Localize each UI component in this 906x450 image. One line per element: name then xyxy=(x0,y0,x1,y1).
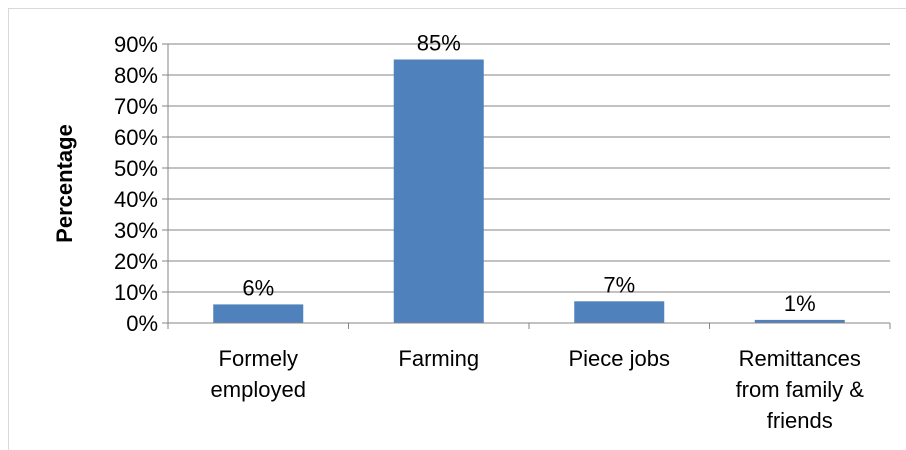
y-tick-label: 20% xyxy=(114,249,158,274)
bar xyxy=(574,301,665,323)
x-category-label-line: Remittances xyxy=(739,346,861,371)
category-labels: Formely employed Farming Piece jobs Remittan… xyxy=(167,323,891,433)
bars xyxy=(213,59,845,323)
bar-data-label: 1% xyxy=(784,291,816,316)
bar-data-label: 6% xyxy=(242,275,274,300)
bar-data-label: 7% xyxy=(603,272,635,297)
bar-data-label: 85% xyxy=(417,31,461,56)
y-axis-title: Percentage xyxy=(52,124,77,243)
x-category-label: Remittances from family & friends xyxy=(736,346,865,433)
x-category-label: Piece jobs xyxy=(568,346,670,371)
x-category-label-line: friends xyxy=(767,408,833,433)
y-axis-ticks: 0% 10% 20% 30% 40% 50% 60% 70% 80% 90% xyxy=(114,32,169,336)
gridlines xyxy=(168,43,890,293)
x-category-label-line: Formely xyxy=(219,346,298,371)
x-category-label: Farming xyxy=(398,346,479,371)
data-labels: 6% 85% 7% 1% xyxy=(242,31,815,316)
bar xyxy=(754,319,845,323)
bar xyxy=(393,59,484,323)
x-category-label: Formely employed xyxy=(211,346,306,402)
y-tick-label: 80% xyxy=(114,63,158,88)
y-tick-label: 50% xyxy=(114,156,158,181)
y-tick-label: 70% xyxy=(114,94,158,119)
chart-frame xyxy=(8,8,906,450)
bar xyxy=(213,304,304,323)
y-tick-label: 40% xyxy=(114,187,158,212)
x-category-label-line: Farming xyxy=(398,346,479,371)
y-tick-label: 10% xyxy=(114,280,158,305)
x-category-label-line: employed xyxy=(211,377,306,402)
x-category-label-line: Piece jobs xyxy=(568,346,670,371)
y-tick-label: 30% xyxy=(114,218,158,243)
y-tick-label: 90% xyxy=(114,32,158,57)
y-tick-label: 60% xyxy=(114,125,158,150)
x-category-label-line: from family & xyxy=(736,377,865,402)
y-tick-label: 0% xyxy=(126,311,158,336)
